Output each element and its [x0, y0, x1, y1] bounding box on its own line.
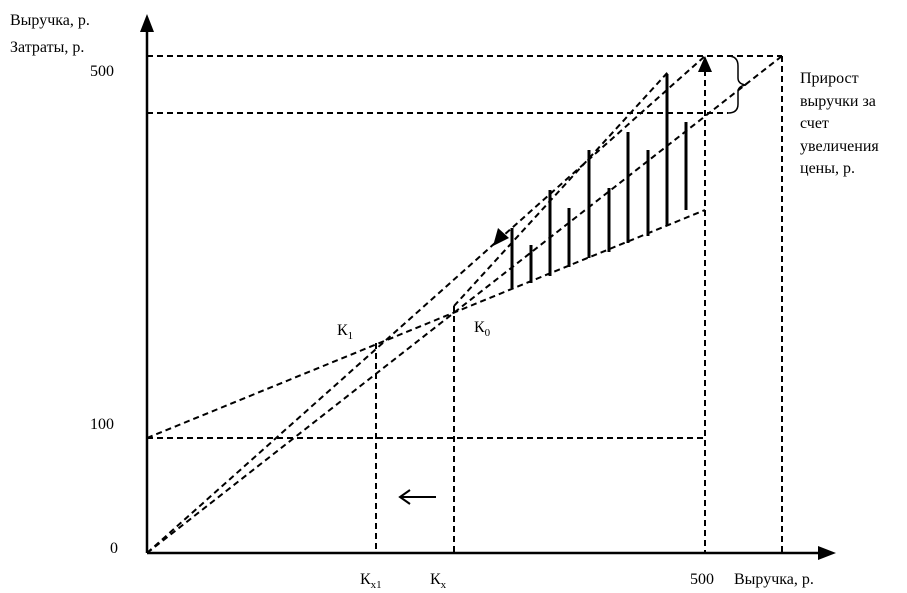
- y-axis-label-revenue: Выручка, р.: [10, 12, 90, 29]
- left-arrow-icon: [398, 489, 411, 505]
- tick-y-100: 100: [90, 416, 114, 433]
- tick-y-500: 500: [90, 63, 114, 80]
- annotation-line-4: увеличения: [800, 138, 879, 155]
- point-k0-label: К0: [474, 319, 491, 339]
- annotation-line-2: выручки за: [800, 93, 876, 110]
- point-kx-label: Кx: [430, 571, 447, 591]
- revenue-line-new: [146, 55, 706, 554]
- costs-line: [146, 209, 706, 439]
- annotation-line-3: счет: [800, 115, 829, 132]
- annotation-line-1: Прирост: [800, 70, 859, 87]
- y-axis-label-costs: Затраты, р.: [10, 39, 84, 56]
- brace-icon: [727, 55, 747, 114]
- x-axis-arrow-icon: [818, 546, 836, 560]
- y-axis-arrow-icon: [140, 14, 154, 32]
- revenue-line-old: [146, 55, 783, 554]
- arrow-up-icon: [698, 56, 712, 72]
- point-k1-label: К1: [337, 322, 353, 342]
- tick-origin: 0: [110, 540, 118, 557]
- x-axis-label: Выручка, р.: [734, 571, 814, 588]
- extension-line: [453, 71, 669, 307]
- annotation-line-5: цены, р.: [800, 160, 855, 177]
- profit-hatch: [510, 74, 688, 288]
- arrow-diagonal-icon: [493, 228, 509, 246]
- tick-x-500: 500: [690, 571, 714, 588]
- point-kx1-label: Кx1: [360, 571, 382, 591]
